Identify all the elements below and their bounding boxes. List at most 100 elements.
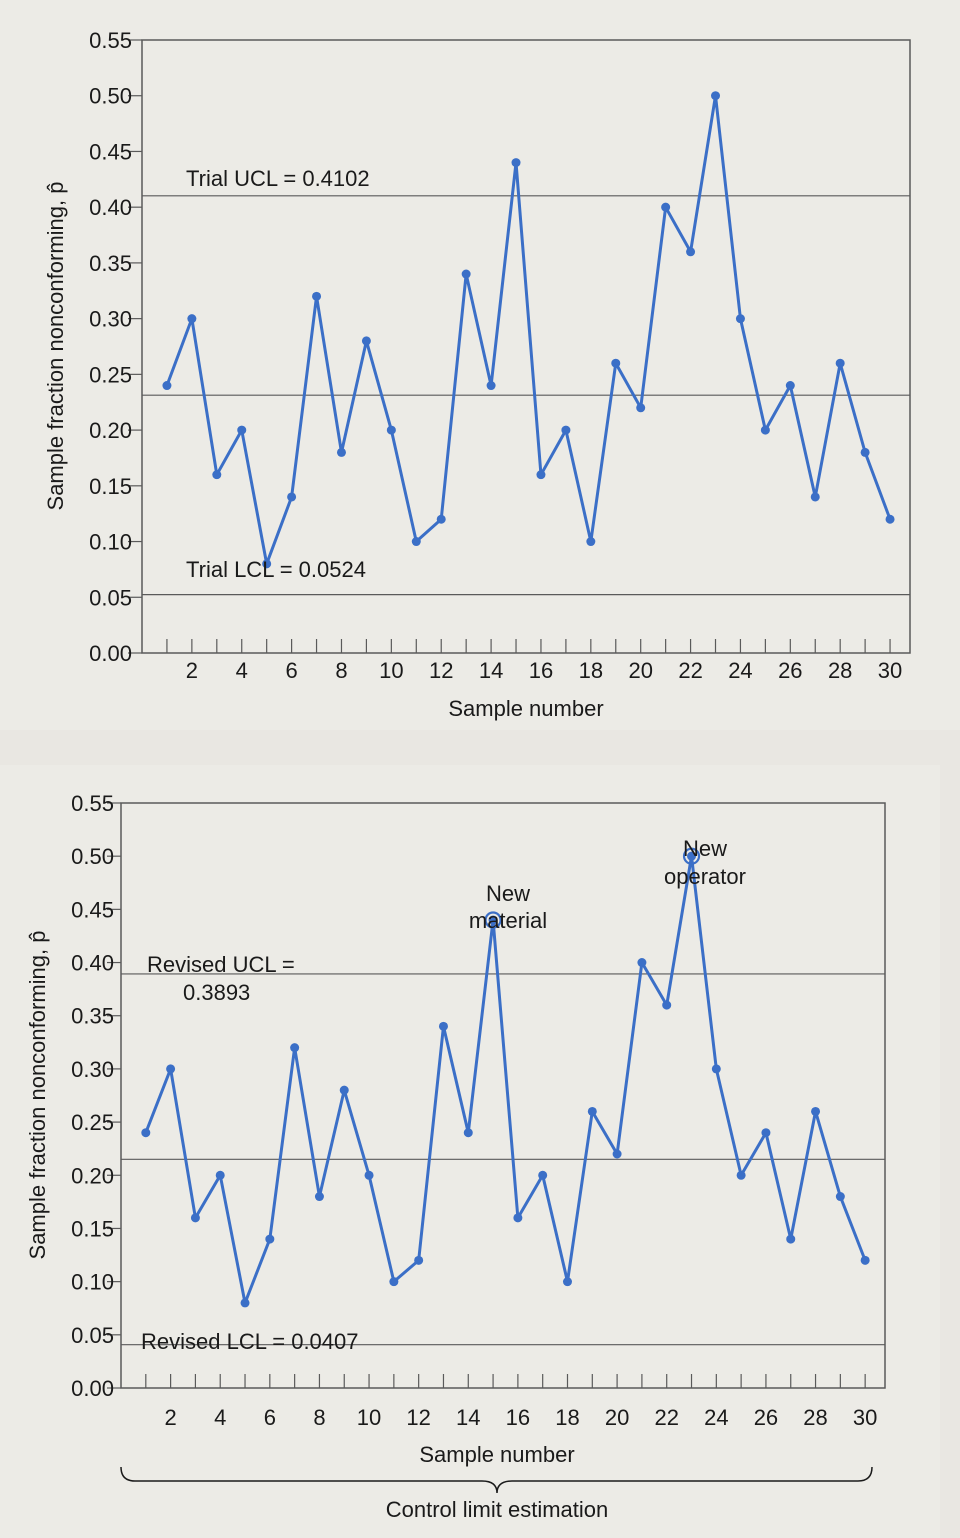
x-axis-ticks: 2 4 6 8 10 12 14 16 18 20 22 24 26 28 30 xyxy=(166,639,902,683)
y-tick-label: 0.30 xyxy=(71,1057,114,1082)
data-point xyxy=(735,314,745,324)
y-tick-label: 0.40 xyxy=(89,195,132,220)
data-point xyxy=(513,1213,523,1223)
y-tick-label: 0.10 xyxy=(89,530,132,555)
x-axis-ticks: 2 4 6 8 10 12 14 16 18 20 22 24 26 28 30 xyxy=(145,1374,877,1430)
y-tick-label: 0.55 xyxy=(71,791,114,816)
data-point xyxy=(711,91,721,101)
data-point xyxy=(364,1170,374,1180)
x-tick-label: 16 xyxy=(529,658,553,683)
highlighted-point-ring xyxy=(484,911,502,929)
y-tick-label: 0.25 xyxy=(71,1110,114,1135)
data-point xyxy=(636,403,646,413)
data-point xyxy=(162,381,172,391)
x-tick-label: 6 xyxy=(285,658,297,683)
data-point xyxy=(811,1106,821,1116)
y-tick-label: 0.40 xyxy=(71,951,114,976)
x-tick-label: 10 xyxy=(379,658,403,683)
x-tick-label: 6 xyxy=(264,1405,276,1430)
data-point xyxy=(265,1234,275,1244)
data-point xyxy=(835,1192,845,1202)
data-point xyxy=(562,1277,572,1287)
y-tick-label: 0.45 xyxy=(89,139,132,164)
y-tick-label: 0.15 xyxy=(71,1216,114,1241)
data-point xyxy=(511,158,521,168)
data-series xyxy=(141,847,870,1308)
data-point xyxy=(687,851,697,861)
revised-control-chart: 0.00 0.05 0.10 0.15 0.20 0.25 0.30 0.35 0.40 0.45… xyxy=(0,765,940,1538)
data-point xyxy=(637,958,647,968)
data-point xyxy=(166,1064,176,1074)
y-tick-label: 0.50 xyxy=(89,84,132,109)
series-line xyxy=(165,94,892,566)
data-point xyxy=(187,314,197,324)
data-point xyxy=(190,1213,200,1223)
x-tick-label: 28 xyxy=(828,658,852,683)
data-point xyxy=(760,425,770,435)
data-point xyxy=(536,470,546,480)
x-tick-label: 2 xyxy=(186,658,198,683)
x-tick-label: 24 xyxy=(728,658,752,683)
x-tick-label: 14 xyxy=(456,1405,480,1430)
data-point xyxy=(587,1106,597,1116)
revised-ucl-label-line-2: 0.3893 xyxy=(183,980,250,1005)
y-tick-label: 0.55 xyxy=(89,28,132,53)
plot-area-frame xyxy=(141,39,911,654)
trial-control-chart: 0.00 0.05 0.10 0.15 0.20 0.25 0.30 0.35 0.40 0.45… xyxy=(0,0,960,730)
y-axis-ticks: 0.00 0.05 0.10 0.15 0.20 0.25 0.30 0.35 0.40 0.45… xyxy=(71,791,121,1401)
bracket-label: Control limit estimation xyxy=(386,1497,609,1522)
data-point xyxy=(240,1298,250,1308)
x-axis-label: Sample number xyxy=(419,1442,574,1467)
data-point xyxy=(212,470,222,480)
y-tick-label: 0.15 xyxy=(89,474,132,499)
x-tick-label: 24 xyxy=(704,1405,728,1430)
data-point xyxy=(488,915,498,925)
x-tick-label: 16 xyxy=(506,1405,530,1430)
data-point xyxy=(386,425,396,435)
x-tick-label: 8 xyxy=(335,658,347,683)
data-point xyxy=(463,1128,473,1138)
x-tick-label: 2 xyxy=(164,1405,176,1430)
x-tick-label: 30 xyxy=(853,1405,877,1430)
x-tick-label: 4 xyxy=(214,1405,226,1430)
x-tick-label: 28 xyxy=(803,1405,827,1430)
y-tick-label: 0.10 xyxy=(71,1270,114,1295)
data-point xyxy=(761,1128,771,1138)
data-point xyxy=(786,1234,796,1244)
data-point xyxy=(885,514,895,524)
data-point xyxy=(711,1064,721,1074)
x-tick-label: 4 xyxy=(236,658,248,683)
data-point xyxy=(141,1128,151,1138)
data-point xyxy=(436,514,446,524)
x-tick-label: 10 xyxy=(357,1405,381,1430)
data-point xyxy=(662,1000,672,1010)
data-point xyxy=(486,381,496,391)
x-tick-label: 26 xyxy=(754,1405,778,1430)
annotation-new-operator-line-1: New xyxy=(683,836,727,861)
data-point xyxy=(361,336,371,346)
data-point xyxy=(661,202,671,212)
data-point xyxy=(290,1043,300,1053)
data-point xyxy=(785,381,795,391)
y-axis-ticks: 0.00 0.05 0.10 0.15 0.20 0.25 0.30 0.35 0.40 0.45… xyxy=(89,28,142,666)
data-point xyxy=(586,537,596,547)
x-tick-label: 20 xyxy=(605,1405,629,1430)
control-limit-lines xyxy=(121,973,885,1346)
data-point xyxy=(612,1149,622,1159)
trial-lcl-label: Trial LCL = 0.0524 xyxy=(186,557,366,582)
x-tick-label: 8 xyxy=(313,1405,325,1430)
data-point xyxy=(314,1192,324,1202)
chart-background xyxy=(0,0,960,730)
data-point xyxy=(438,1021,448,1031)
data-point xyxy=(686,247,696,257)
data-point xyxy=(215,1170,225,1180)
series-line xyxy=(144,854,867,1305)
data-point xyxy=(336,447,346,457)
x-tick-label: 22 xyxy=(678,658,702,683)
y-tick-label: 0.05 xyxy=(89,585,132,610)
y-tick-label: 0.45 xyxy=(71,897,114,922)
data-point xyxy=(538,1170,548,1180)
y-tick-label: 0.00 xyxy=(89,641,132,666)
x-tick-label: 12 xyxy=(429,658,453,683)
data-point xyxy=(312,291,322,301)
